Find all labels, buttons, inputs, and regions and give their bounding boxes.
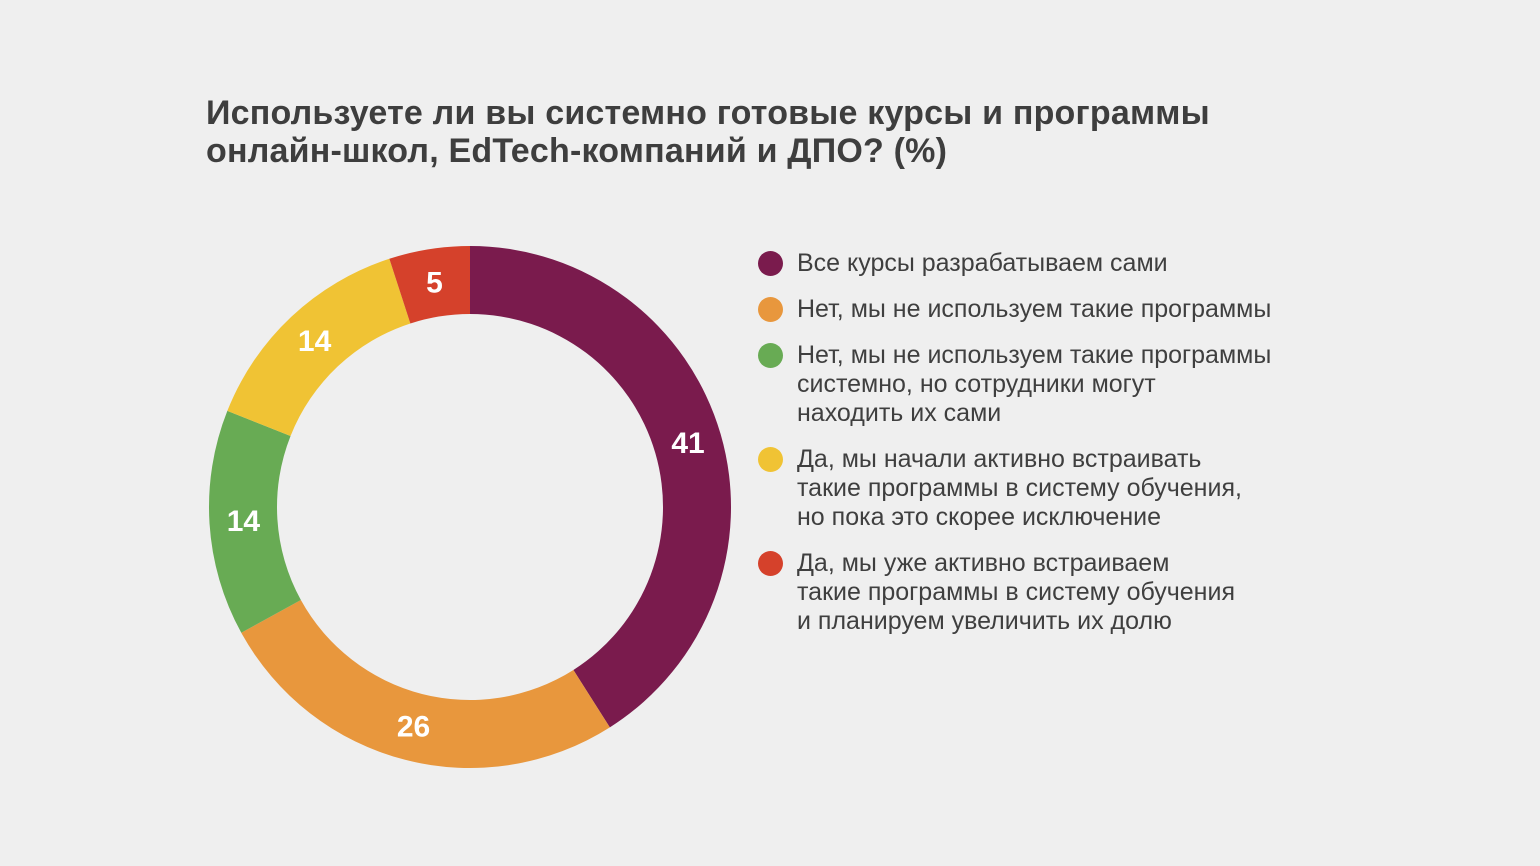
donut-chart: 41 26 14 14 5 — [208, 246, 731, 769]
legend-item-label: Да, мы уже активно встраиваем такие прог… — [797, 549, 1235, 635]
donut-segment-3 — [227, 258, 411, 436]
slice-value-label: 14 — [298, 325, 332, 358]
legend-item-not-systemic: Нет, мы не используем такие программы си… — [758, 341, 1358, 428]
legend-color-dot — [758, 447, 783, 472]
legend-item-develop-own: Все курсы разрабатываем сами — [758, 249, 1358, 278]
legend-color-dot — [758, 551, 783, 576]
legend-item-started-embedding: Да, мы начали активно встраивать такие п… — [758, 445, 1358, 532]
legend-color-dot — [758, 343, 783, 368]
legend-item-label: Да, мы начали активно встраивать такие п… — [797, 445, 1242, 531]
chart-title: Используете ли вы системно готовые курсы… — [206, 94, 1210, 170]
donut-segment-0 — [470, 246, 731, 728]
legend-item-not-using: Нет, мы не используем такие программы — [758, 295, 1358, 324]
donut-segment-1 — [241, 599, 610, 769]
legend-color-dot — [758, 297, 783, 322]
legend-item-label: Нет, мы не используем такие программы си… — [797, 341, 1272, 427]
chart-legend: Все курсы разрабатываем сами Нет, мы не … — [758, 249, 1358, 636]
legend-item-label: Нет, мы не используем такие программы — [797, 295, 1272, 323]
slice-value-label: 14 — [227, 505, 261, 538]
slice-value-label: 41 — [671, 427, 704, 460]
legend-item-label: Все курсы разрабатываем сами — [797, 249, 1168, 277]
donut-segment-4 — [389, 246, 470, 324]
legend-item-actively-embedding: Да, мы уже активно встраиваем такие прог… — [758, 549, 1358, 636]
legend-color-dot — [758, 251, 783, 276]
donut-segment-2 — [208, 410, 301, 633]
slice-value-label: 5 — [426, 266, 443, 299]
slice-value-label: 26 — [397, 710, 430, 743]
